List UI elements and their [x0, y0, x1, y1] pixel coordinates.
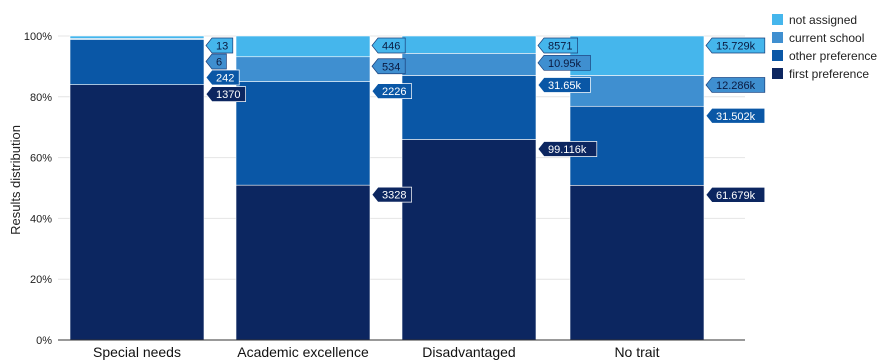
- legend-item: current school: [772, 31, 864, 45]
- legend-item: not assigned: [772, 13, 857, 27]
- legend-swatch: [772, 14, 783, 25]
- legend-swatch: [772, 50, 783, 61]
- bar-segment: [69, 35, 205, 39]
- bar-segment: [401, 75, 537, 140]
- bar-segment: [401, 35, 537, 54]
- bar-segment: [235, 35, 371, 58]
- bar-segment: [69, 84, 205, 341]
- bar-segment: [401, 139, 537, 341]
- axes: 0% 20% 40% 60% 80% 100% Special needs Academic …: [24, 31, 745, 360]
- y-axis-label: Results distribution: [8, 125, 23, 235]
- data-label-text: 10.95k: [548, 58, 582, 70]
- data-label: 2226: [371, 83, 412, 99]
- bar-segment: [569, 184, 705, 341]
- data-label: 10.95k: [537, 54, 591, 71]
- data-label: 13: [205, 37, 234, 54]
- bar-segment: [569, 75, 705, 107]
- bar-segment: [69, 39, 205, 85]
- legend-item: other preference: [772, 49, 877, 63]
- data-label-text: 242: [216, 73, 234, 85]
- bar-segment: [401, 53, 537, 76]
- bar-segment: [569, 35, 705, 76]
- data-label-text: 534: [382, 61, 400, 73]
- data-labels: 13 6 242 1370 446 534 2226 3328 8571 10.95k 31.65k…: [205, 37, 766, 203]
- data-label: 1370: [205, 86, 246, 102]
- legend-label: other preference: [789, 49, 877, 63]
- y-tick-label: 20%: [30, 274, 52, 286]
- data-label: 12.286k: [705, 77, 766, 93]
- y-tick-label: 40%: [30, 213, 52, 225]
- data-label: 6: [205, 53, 227, 70]
- y-tick-label: 0%: [36, 335, 52, 347]
- x-tick-label: Academic excellence: [237, 344, 369, 360]
- legend-swatch: [772, 68, 783, 79]
- legend: not assigned current school other preferen…: [772, 13, 877, 81]
- y-tick-label: 60%: [30, 153, 52, 165]
- data-label-text: 13: [216, 41, 228, 53]
- bar-segment: [235, 184, 371, 341]
- legend-label: current school: [789, 31, 864, 45]
- legend-label: not assigned: [789, 13, 857, 27]
- data-label-text: 8571: [548, 41, 572, 53]
- legend-item: first preference: [772, 67, 869, 81]
- data-label-text: 99.116k: [548, 144, 587, 156]
- data-label: 242: [205, 69, 240, 86]
- data-label: 31.502k: [705, 107, 766, 124]
- data-label: 99.116k: [537, 141, 598, 157]
- data-label-text: 12.286k: [716, 80, 756, 92]
- x-tick-label: Special needs: [93, 344, 181, 360]
- data-label: 61.679k: [705, 186, 766, 203]
- data-label-text: 61.679k: [716, 190, 756, 202]
- x-tick-label: No trait: [614, 344, 659, 360]
- data-label: 31.65k: [537, 77, 591, 93]
- data-label-text: 15.729k: [716, 41, 756, 53]
- x-tick-label: Disadvantaged: [422, 344, 515, 360]
- data-label: 8571: [537, 37, 578, 54]
- data-label: 534: [371, 58, 406, 75]
- bar-segment: [235, 81, 371, 186]
- data-label-text: 31.65k: [548, 80, 582, 92]
- data-label-text: 2226: [382, 86, 406, 98]
- data-label: 3328: [371, 186, 412, 203]
- data-label: 446: [371, 37, 406, 54]
- bar-segment: [235, 56, 371, 82]
- legend-label: first preference: [789, 67, 869, 81]
- data-label-text: 3328: [382, 190, 406, 202]
- data-label: 15.729k: [705, 37, 766, 54]
- data-label-text: 1370: [216, 89, 240, 101]
- legend-swatch: [772, 32, 783, 43]
- y-tick-label: 80%: [30, 92, 52, 104]
- y-tick-label: 100%: [24, 31, 52, 43]
- data-label-text: 6: [216, 57, 222, 69]
- data-label-text: 31.502k: [716, 111, 756, 123]
- bars: [69, 35, 705, 341]
- data-label-text: 446: [382, 41, 400, 53]
